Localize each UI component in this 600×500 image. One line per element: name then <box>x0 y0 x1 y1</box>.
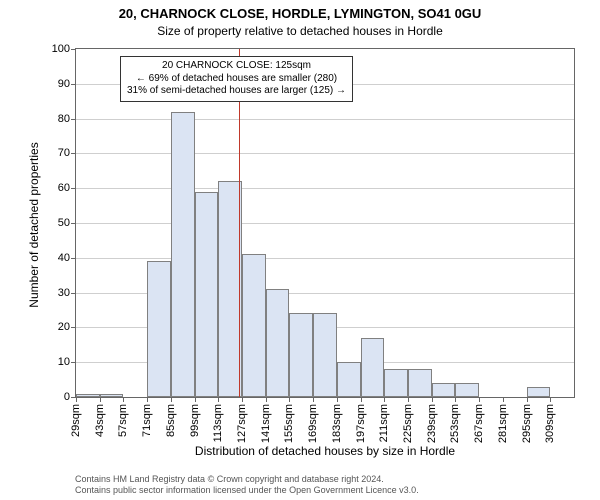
x-tick-mark <box>550 398 551 402</box>
y-tick-label: 80 <box>30 113 70 125</box>
gridline-h <box>76 153 574 154</box>
y-tick-label: 50 <box>30 217 70 229</box>
x-tick-mark <box>289 398 290 402</box>
x-tick-mark <box>218 398 219 402</box>
histogram-bar <box>289 313 313 397</box>
chart-canvas: { "title_main": "20, CHARNOCK CLOSE, HOR… <box>0 0 600 500</box>
x-tick-mark <box>266 398 267 402</box>
footer-line-2: Contains public sector information licen… <box>75 485 575 496</box>
footer-line-1: Contains HM Land Registry data © Crown c… <box>75 474 575 485</box>
x-tick-mark <box>503 398 504 402</box>
y-tick-mark <box>71 397 75 398</box>
histogram-bar <box>432 383 456 397</box>
x-tick-label: 225sqm <box>402 404 414 443</box>
x-tick-mark <box>479 398 480 402</box>
annotation-line-3: 31% of semi-detached houses are larger (… <box>127 85 346 98</box>
histogram-bar <box>147 261 171 397</box>
x-tick-mark <box>171 398 172 402</box>
histogram-bar <box>527 387 551 397</box>
x-tick-mark <box>195 398 196 402</box>
x-tick-label: 211sqm <box>378 404 390 442</box>
x-tick-label: 239sqm <box>426 404 438 443</box>
x-tick-mark <box>337 398 338 402</box>
x-tick-label: 141sqm <box>260 404 272 443</box>
histogram-bar <box>100 394 124 397</box>
x-tick-label: 253sqm <box>449 404 461 443</box>
x-tick-label: 197sqm <box>355 404 367 443</box>
histogram-bar <box>195 192 219 397</box>
x-tick-label: 71sqm <box>141 404 153 437</box>
y-tick-label: 100 <box>30 43 70 55</box>
x-tick-label: 267sqm <box>473 404 485 443</box>
x-tick-label: 29sqm <box>70 404 82 437</box>
histogram-bar <box>361 338 385 397</box>
x-tick-label: 295sqm <box>521 404 533 443</box>
y-tick-mark <box>71 293 75 294</box>
y-tick-label: 10 <box>30 356 70 368</box>
y-tick-label: 70 <box>30 147 70 159</box>
y-tick-mark <box>71 49 75 50</box>
x-tick-label: 183sqm <box>331 404 343 443</box>
histogram-bar <box>76 394 100 397</box>
x-tick-label: 169sqm <box>307 404 319 443</box>
histogram-bar <box>313 313 337 397</box>
y-tick-label: 40 <box>30 252 70 264</box>
y-tick-mark <box>71 223 75 224</box>
x-tick-mark <box>147 398 148 402</box>
x-tick-label: 85sqm <box>165 404 177 437</box>
histogram-bar <box>384 369 408 397</box>
chart-title-main: 20, CHARNOCK CLOSE, HORDLE, LYMINGTON, S… <box>0 6 600 21</box>
histogram-bar <box>455 383 479 397</box>
annotation-line-1: 20 CHARNOCK CLOSE: 125sqm <box>127 60 346 73</box>
x-tick-mark <box>408 398 409 402</box>
y-tick-mark <box>71 119 75 120</box>
histogram-bar <box>171 112 195 397</box>
histogram-bar <box>337 362 361 397</box>
annotation-line-2: ← 69% of detached houses are smaller (28… <box>127 73 346 86</box>
gridline-h <box>76 223 574 224</box>
x-tick-mark <box>455 398 456 402</box>
histogram-bar <box>408 369 432 397</box>
y-tick-mark <box>71 327 75 328</box>
x-tick-label: 43sqm <box>94 404 106 437</box>
x-tick-label: 281sqm <box>497 404 509 443</box>
footer-attribution: Contains HM Land Registry data © Crown c… <box>75 474 575 496</box>
gridline-h <box>76 258 574 259</box>
y-tick-mark <box>71 258 75 259</box>
x-axis-label: Distribution of detached houses by size … <box>75 444 575 458</box>
x-tick-mark <box>100 398 101 402</box>
x-tick-mark <box>432 398 433 402</box>
x-tick-label: 99sqm <box>189 404 201 437</box>
x-tick-mark <box>361 398 362 402</box>
x-tick-label: 57sqm <box>117 404 129 437</box>
x-tick-mark <box>242 398 243 402</box>
y-tick-label: 90 <box>30 78 70 90</box>
y-tick-label: 20 <box>30 321 70 333</box>
gridline-h <box>76 188 574 189</box>
y-tick-mark <box>71 84 75 85</box>
x-tick-label: 155sqm <box>283 404 295 443</box>
x-tick-mark <box>384 398 385 402</box>
gridline-h <box>76 119 574 120</box>
x-tick-label: 127sqm <box>236 404 248 443</box>
annotation-box: 20 CHARNOCK CLOSE: 125sqm ← 69% of detac… <box>120 56 353 102</box>
y-tick-label: 60 <box>30 182 70 194</box>
y-tick-mark <box>71 362 75 363</box>
x-tick-label: 113sqm <box>212 404 224 442</box>
y-tick-label: 30 <box>30 287 70 299</box>
chart-title-sub: Size of property relative to detached ho… <box>0 24 600 38</box>
x-tick-mark <box>76 398 77 402</box>
histogram-bar <box>242 254 266 397</box>
y-tick-mark <box>71 188 75 189</box>
x-tick-mark <box>313 398 314 402</box>
x-tick-mark <box>123 398 124 402</box>
y-tick-mark <box>71 153 75 154</box>
x-tick-label: 309sqm <box>544 404 556 443</box>
x-tick-mark <box>527 398 528 402</box>
y-tick-label: 0 <box>30 391 70 403</box>
histogram-bar <box>266 289 290 397</box>
